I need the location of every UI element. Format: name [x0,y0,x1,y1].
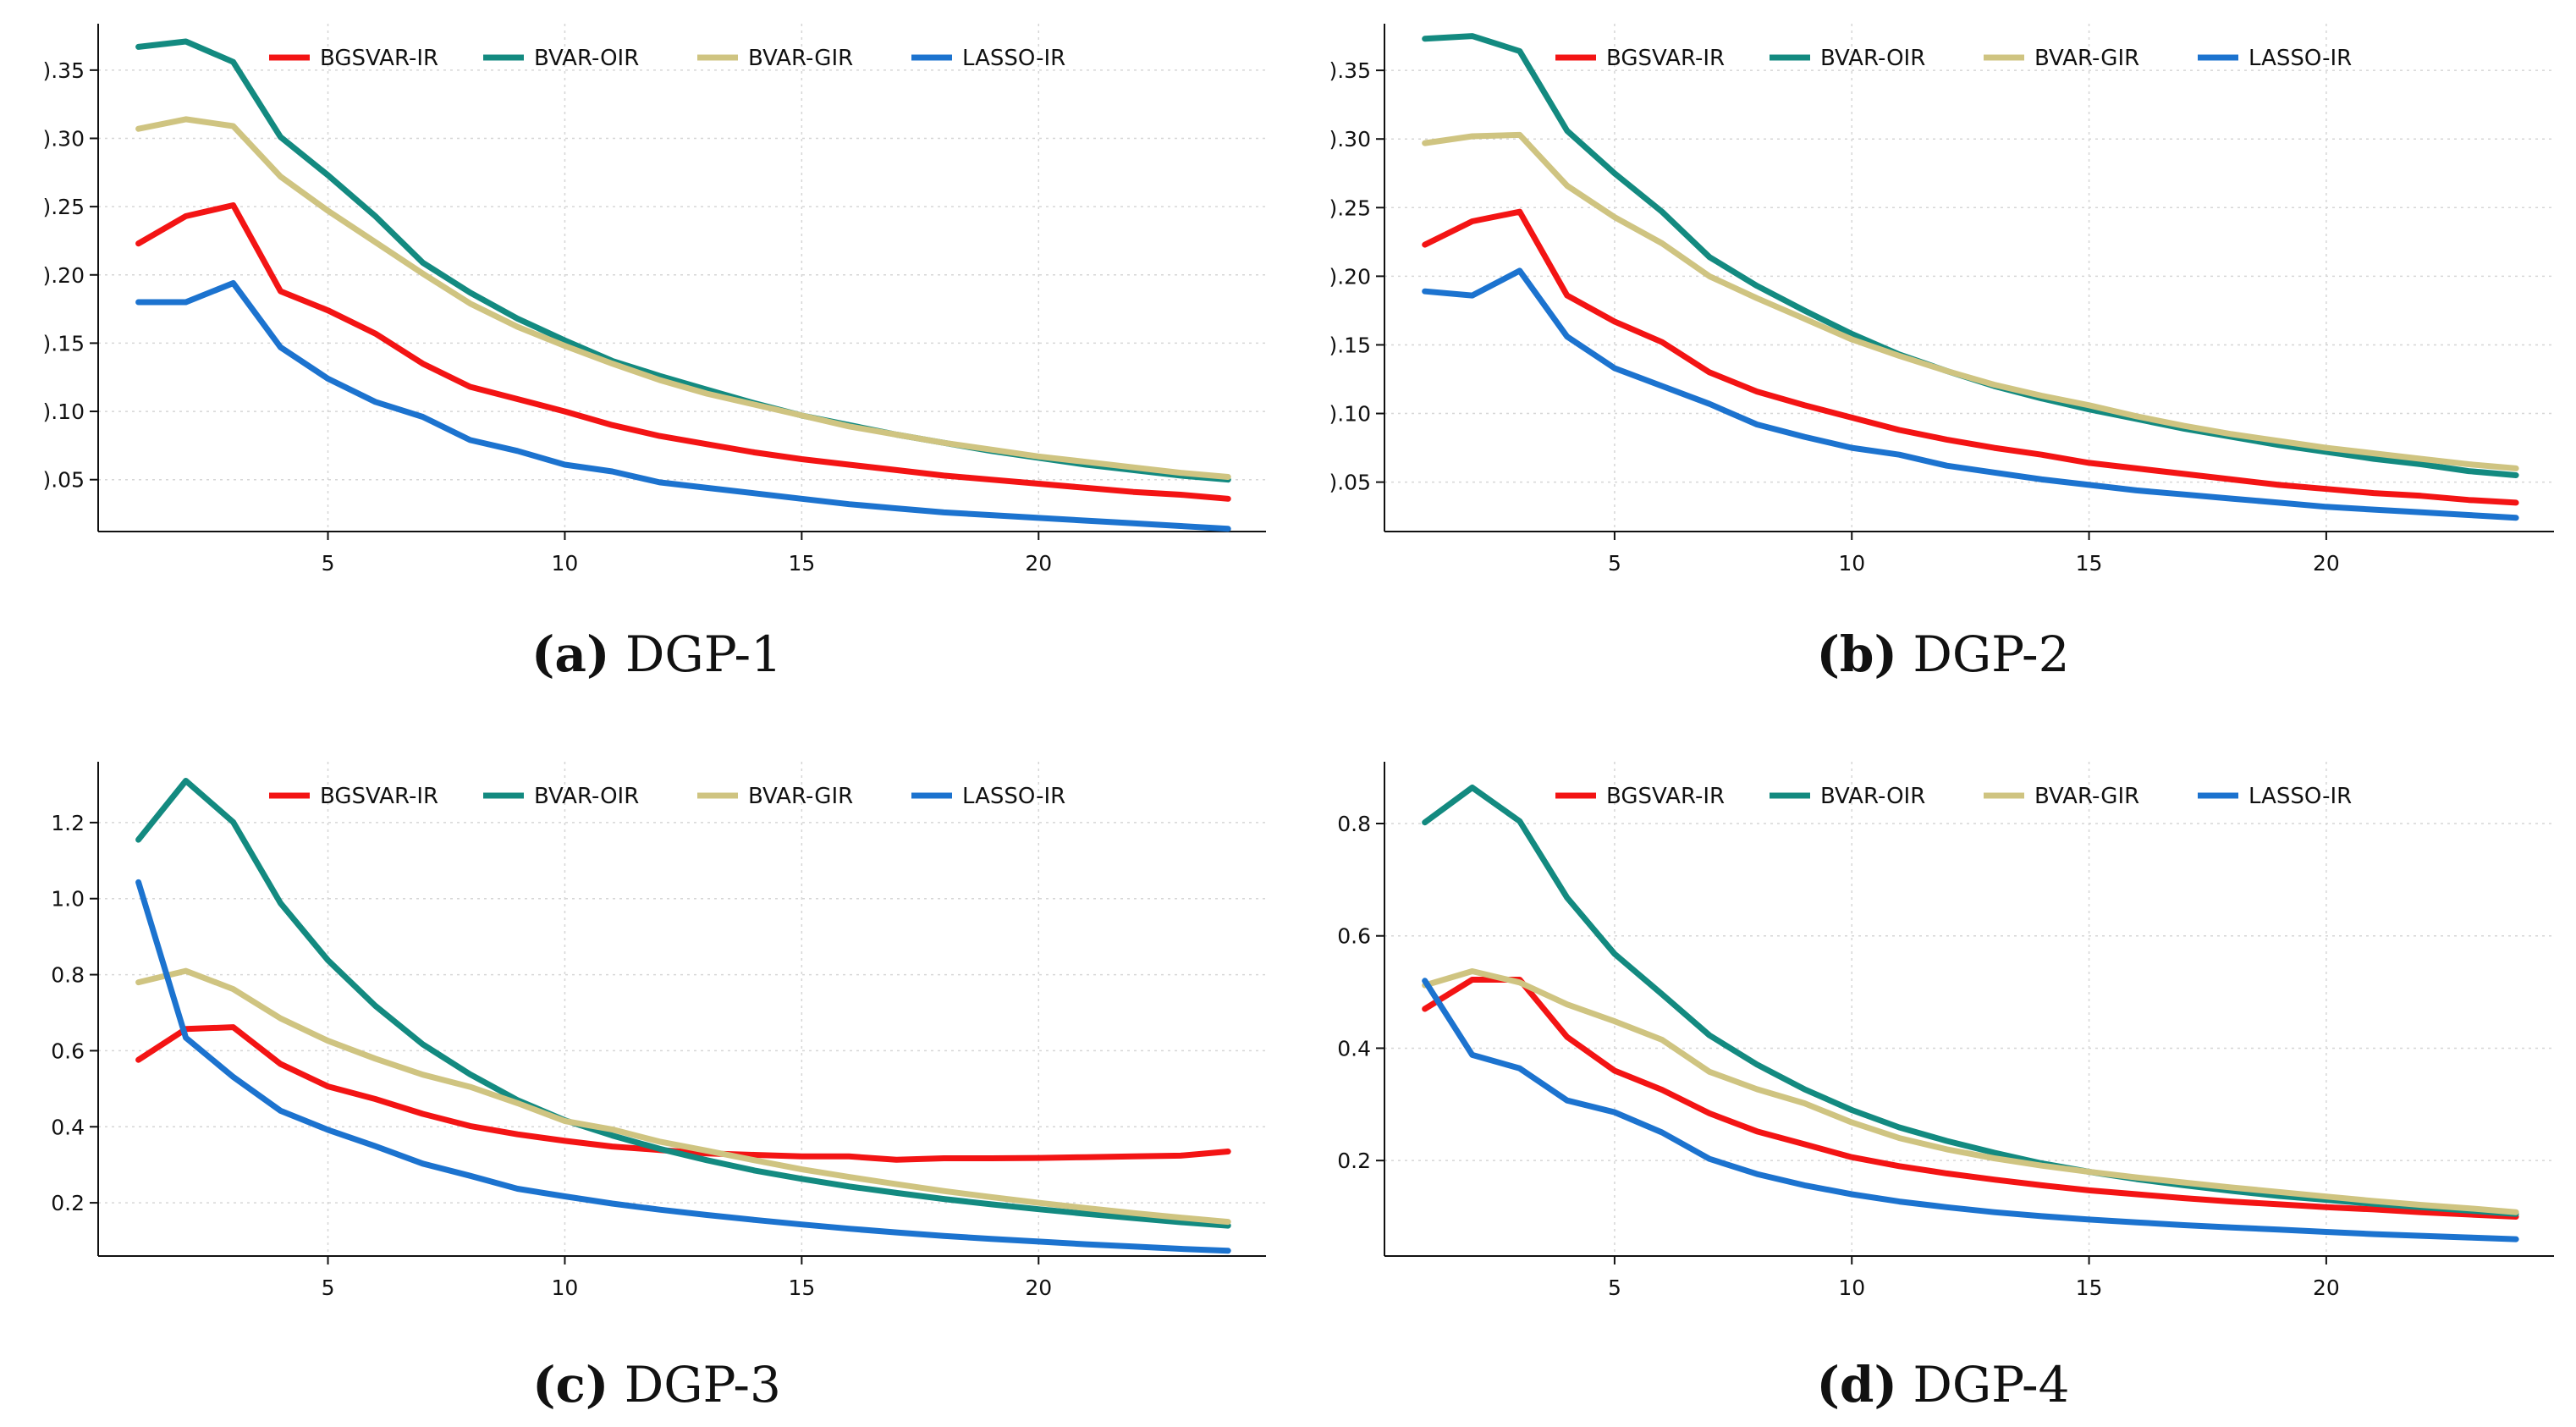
y-tick-label: 0.8 [1337,812,1371,836]
series-line-bgsvar-ir [135,1024,1231,1163]
y-tick-label: ).20 [42,263,85,288]
y-tick-label: ).35 [42,58,85,83]
legend-label-bvar-gir: BVAR-GIR [2034,784,2139,809]
legend-label-bvar-oir: BVAR-OIR [1820,46,1925,71]
y-tick-label: 0.4 [51,1115,85,1139]
x-tick-label: 15 [2076,551,2103,576]
grid-lines [98,24,1266,532]
x-tick-label: 20 [1025,1275,1052,1300]
x-tick-label: 15 [788,1275,815,1300]
legend-label-bgsvar-ir: BGSVAR-IR [1606,46,1725,71]
x-tick-label: 5 [1608,1275,1621,1300]
y-tick-label: ).30 [42,126,85,151]
series-line-lasso-ir [1422,267,2519,521]
y-tick-label: 0.8 [51,963,85,988]
legend-label-bgsvar-ir: BGSVAR-IR [320,46,438,71]
y-tick-label: 0.4 [1337,1036,1371,1061]
x-tick-label: 20 [2313,551,2340,576]
x-tick-label: 10 [1838,1275,1865,1300]
series-line-bvar-gir [135,116,1231,480]
series-line-bvar-oir [135,778,1231,1229]
series-line-bvar-gir [1422,131,2519,471]
legend-label-bgsvar-ir: BGSVAR-IR [320,784,438,809]
legend: BGSVAR-IR BVAR-OIR BVAR-GIR LASSO-IR [269,46,1065,71]
series-line-bvar-oir [1422,785,2519,1217]
series-line-bgsvar-ir [135,202,1231,502]
x-tick-label: 15 [788,551,815,576]
legend: BGSVAR-IR BVAR-OIR BVAR-GIR LASSO-IR [1555,784,2352,809]
y-tick-label: ).30 [1329,127,1371,152]
grid-lines [1384,24,2554,532]
y-tick-label: ).05 [42,468,85,493]
legend: BGSVAR-IR BVAR-OIR BVAR-GIR LASSO-IR [269,784,1065,809]
y-tick-label: ).10 [42,399,85,424]
legend-label-lasso-ir: LASSO-IR [2248,46,2352,71]
caption-text: DGP-2 [1897,625,2070,683]
series-line-bgsvar-ir [1422,208,2519,506]
y-tick-label: 0.6 [51,1039,85,1063]
y-tick-label: 0.2 [51,1191,85,1215]
x-tick-label: 20 [1025,551,1052,576]
panel-caption: (d) DGP-4 [1816,1356,2069,1413]
x-tick-label: 10 [552,1275,579,1300]
legend-label-bvar-gir: BVAR-GIR [748,784,853,809]
y-tick-label: ).05 [1329,471,1371,495]
x-tick-label: 10 [552,551,579,576]
series-line-bvar-oir [135,38,1231,483]
x-tick-label: 5 [1608,551,1621,576]
y-tick-label: 0.6 [1337,924,1371,949]
x-tick-label: 20 [2313,1275,2340,1300]
grid-lines [98,762,1266,1256]
panel-caption: (a) DGP-1 [531,625,782,683]
legend-label-bvar-oir: BVAR-OIR [534,784,639,809]
caption-text: DGP-1 [609,625,782,683]
legend-label-lasso-ir: LASSO-IR [962,46,1065,71]
y-tick-label: ).25 [1329,196,1371,220]
x-tick-label: 15 [2076,1275,2103,1300]
y-tick-label: 1.0 [51,887,85,912]
legend: BGSVAR-IR BVAR-OIR BVAR-GIR LASSO-IR [1555,46,2352,71]
legend-label-bvar-gir: BVAR-GIR [2034,46,2139,71]
series-line-bvar-gir [135,967,1231,1226]
caption-text: DGP-3 [608,1356,781,1413]
y-tick-label: ).25 [42,195,85,219]
x-tick-label: 5 [322,551,335,576]
series-line-bgsvar-ir [1422,977,2519,1220]
panel-caption: (b) DGP-2 [1816,625,2069,683]
legend-label-bvar-oir: BVAR-OIR [534,46,639,71]
legend-label-bvar-oir: BVAR-OIR [1820,784,1925,809]
caption-letter: (c) [532,1356,608,1413]
y-tick-label: ).10 [1329,402,1371,427]
grid-lines [1384,762,2554,1256]
series-line-bvar-gir [1422,968,2519,1215]
caption-letter: (d) [1816,1356,1896,1413]
y-tick-label: ).15 [42,331,85,355]
legend-label-lasso-ir: LASSO-IR [2248,784,2352,809]
chart-panel-dgp-1: ).05 ).10 ).15 ).20 ).25 ).30 ).35 5 10 15 20 BGSVA… [42,24,1266,683]
chart-panel-dgp-3: 0.2 0.4 0.6 0.8 1.0 1.2 5 10 15 20 BGSVAR-IR BVAR-O… [51,762,1266,1413]
y-tick-label: ).20 [1329,264,1371,289]
legend-label-bvar-gir: BVAR-GIR [748,46,853,71]
panel-caption: (c) DGP-3 [532,1356,781,1413]
series-line-lasso-ir [135,879,1231,1254]
y-tick-label: ).35 [1329,58,1371,83]
caption-text: DGP-4 [1897,1356,2070,1413]
caption-letter: (b) [1816,625,1896,683]
x-tick-label: 10 [1838,551,1865,576]
series-line-lasso-ir [1422,978,2519,1242]
series-line-bvar-oir [1422,33,2519,478]
y-tick-label: 0.2 [1337,1149,1371,1173]
caption-letter: (a) [531,625,609,683]
y-tick-label: ).15 [1329,333,1371,357]
chart-panel-dgp-2: ).05 ).10 ).15 ).20 ).25 ).30 ).35 5 10 15 20 BGSVA… [1329,24,2554,683]
x-tick-label: 5 [322,1275,335,1300]
y-tick-label: 1.2 [51,811,85,835]
chart-panel-dgp-4: 0.2 0.4 0.6 0.8 5 10 15 20 BGSVAR-IR BVAR-OIR BVAR… [1337,762,2554,1413]
legend-label-bgsvar-ir: BGSVAR-IR [1606,784,1725,809]
legend-label-lasso-ir: LASSO-IR [962,784,1065,809]
series-line-lasso-ir [135,280,1231,532]
